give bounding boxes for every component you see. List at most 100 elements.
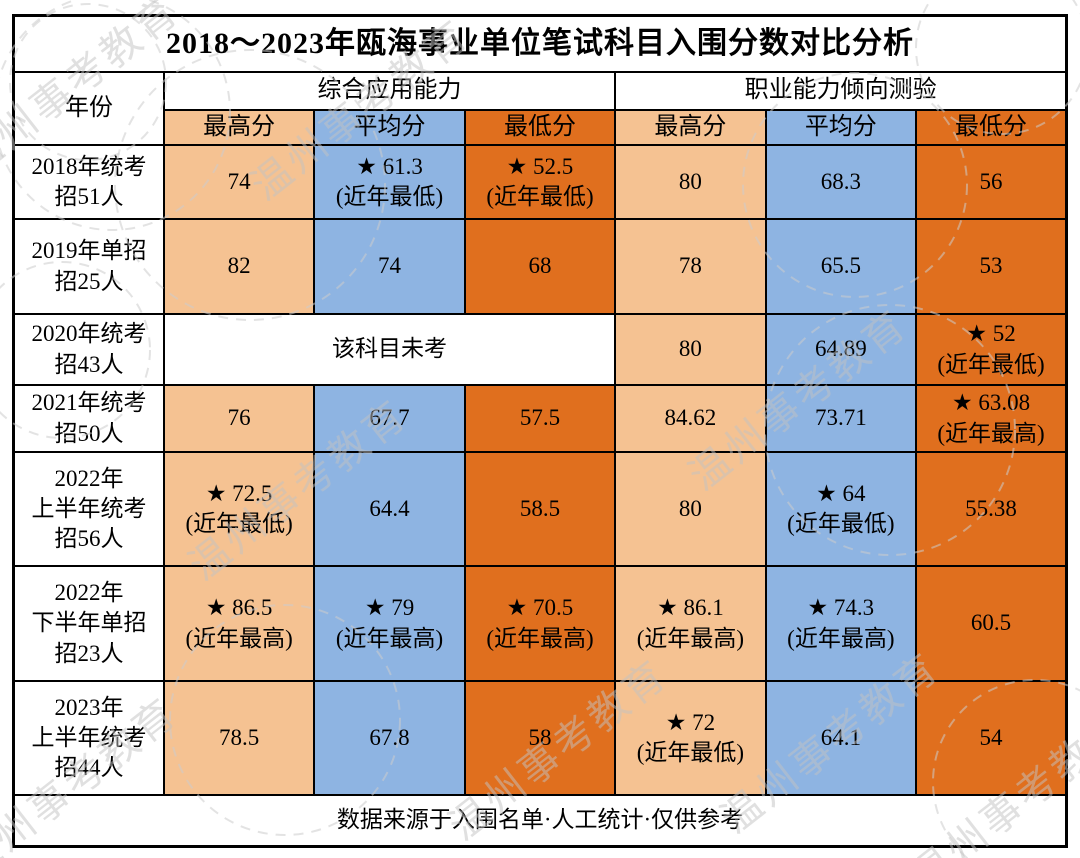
footer-row: 数据来源于入围名单·人工统计·仅供参考 xyxy=(12,794,1068,848)
score-value: 73.71 xyxy=(814,405,867,431)
year-line: 2021年统考 xyxy=(31,390,147,416)
score-cell: 68 xyxy=(463,218,617,316)
score-value: 67.7 xyxy=(369,405,410,431)
year-line: 2019年单招 xyxy=(31,238,147,264)
score-value: 74 xyxy=(378,253,402,279)
group-header-comprehensive: 综合应用能力 xyxy=(162,70,617,111)
score-cell: ★ 52 (近年最低) xyxy=(915,313,1068,387)
score-value: 55.38 xyxy=(965,495,1017,521)
year-cell: 2022年 上半年统考 招56人 xyxy=(12,451,165,568)
score-value: 68.3 xyxy=(820,168,861,194)
score-cell: 74 xyxy=(162,144,316,221)
year-line: 2022年 xyxy=(54,580,124,606)
year-line: 2020年统考 xyxy=(31,321,147,347)
score-value: ★ 72.5 xyxy=(205,480,273,506)
score-value: 65.5 xyxy=(820,253,861,279)
year-cell: 2023年 上半年统考 招44人 xyxy=(12,680,165,797)
score-value: ★ 86.1 xyxy=(657,595,724,621)
year-line: 上半年统考 xyxy=(31,724,147,750)
title-row: 2018～2023年瓯海事业单位笔试科目入围分数对比分析 xyxy=(12,14,1068,73)
score-value: 60.5 xyxy=(970,610,1012,636)
score-cell: 64.4 xyxy=(313,451,466,568)
year-line: 下半年单招 xyxy=(31,610,147,636)
group-header-aptitude: 职业能力倾向测验 xyxy=(614,70,1068,111)
score-value: 74 xyxy=(227,168,251,194)
year-column-header: 年份 xyxy=(12,70,165,147)
subheader-avg-2: 平均分 xyxy=(764,108,918,147)
score-cell: 60.5 xyxy=(915,565,1068,683)
score-cell: 76 xyxy=(162,384,316,454)
score-value: 67.8 xyxy=(369,724,410,750)
score-cell: ★ 72.5 (近年最低) xyxy=(162,451,316,568)
score-cell: 55.38 xyxy=(915,451,1068,568)
score-cell: 58 xyxy=(463,680,617,797)
score-value: ★ 52.5 xyxy=(506,153,574,179)
score-cell: 68.3 xyxy=(764,144,918,221)
year-cell: 2021年统考 招50人 xyxy=(12,384,165,454)
score-cell: 67.7 xyxy=(313,384,466,454)
score-note: (近年最低) xyxy=(185,511,293,537)
year-line: 2022年 xyxy=(54,465,124,491)
score-note: (近年最高) xyxy=(937,420,1045,446)
score-value: 78 xyxy=(678,253,702,279)
year-line: 招44人 xyxy=(54,755,124,781)
header-group-row: 年份 综合应用能力 职业能力倾向测验 xyxy=(12,70,1068,147)
score-value: 80 xyxy=(678,495,702,521)
header-subcolumn-row: 最高分 平均分 最低分 最高分 平均分 最低分 xyxy=(14,108,1068,147)
score-value: 54 xyxy=(979,724,1003,750)
score-cell: ★ 63.08 (近年最高) xyxy=(915,384,1068,454)
score-value: ★ 86.5 xyxy=(205,595,273,621)
score-cell: 56 xyxy=(915,144,1068,221)
score-note: (近年最高) xyxy=(486,625,594,651)
score-value: ★ 74.3 xyxy=(807,595,875,621)
score-value: 64.1 xyxy=(820,724,861,750)
score-value: ★ 52 xyxy=(966,321,1016,347)
year-cell: 2019年单招 招25人 xyxy=(12,218,165,316)
score-cell: 58.5 xyxy=(463,451,617,568)
score-value: 80 xyxy=(678,168,702,194)
score-value: ★ 63.08 xyxy=(951,390,1031,416)
score-cell: 64.1 xyxy=(764,680,918,797)
score-value: ★ 79 xyxy=(364,595,415,621)
table-row-2021: 2021年统考 招50人 76 67.7 57.5 84.62 73.71 ★ … xyxy=(12,384,1068,454)
score-value: ★ 70.5 xyxy=(506,595,574,621)
score-cell: 84.62 xyxy=(614,384,767,454)
score-note: (近年最高) xyxy=(787,625,895,651)
score-value: 84.62 xyxy=(664,405,717,431)
score-note: (近年最低) xyxy=(787,511,895,537)
table-row-2022-h2: 2022年 下半年单招 招23人 ★ 86.5 (近年最高) ★ 79 (近年最高)… xyxy=(12,565,1068,683)
year-cell: 2022年 下半年单招 招23人 xyxy=(12,565,165,683)
table-row-2019: 2019年单招 招25人 82 74 68 78 65.5 53 xyxy=(12,218,1068,316)
score-cell: 80 xyxy=(614,144,767,221)
score-comparison-table: 2018～2023年瓯海事业单位笔试科目入围分数对比分析 年份 综合应用能力 职… xyxy=(12,14,1068,848)
subheader-avg-1: 平均分 xyxy=(313,108,466,147)
year-line: 2018年统考 xyxy=(31,153,147,179)
year-cell: 2018年统考 招51人 xyxy=(12,144,165,221)
score-cell: ★ 86.5 (近年最高) xyxy=(162,565,316,683)
score-cell: ★ 70.5 (近年最高) xyxy=(463,565,617,683)
table-row-2023: 2023年 上半年统考 招44人 78.5 67.8 58 ★ 72 (近年最低)… xyxy=(12,680,1068,797)
year-line: 招43人 xyxy=(54,351,124,377)
score-value: ★ 61.3 xyxy=(356,153,423,179)
score-value: 58 xyxy=(528,724,552,750)
score-note: (近年最低) xyxy=(937,351,1045,377)
year-line: 招25人 xyxy=(54,268,124,294)
score-value: 78.5 xyxy=(219,724,260,750)
year-line: 招56人 xyxy=(54,526,124,552)
year-line: 招23人 xyxy=(54,640,124,666)
score-value: 58.5 xyxy=(519,495,561,521)
score-value: 64.4 xyxy=(369,495,410,521)
subheader-max-2: 最高分 xyxy=(614,108,767,147)
year-line: 上半年统考 xyxy=(31,495,147,521)
score-value: 82 xyxy=(227,253,251,279)
data-source-note: 数据来源于入围名单·人工统计·仅供参考 xyxy=(12,794,1068,848)
score-cell: 78 xyxy=(614,218,767,316)
score-cell: ★ 72 (近年最低) xyxy=(614,680,767,797)
score-cell: 80 xyxy=(614,451,767,568)
score-note: (近年最高) xyxy=(185,625,293,651)
score-cell: ★ 52.5 (近年最低) xyxy=(463,144,617,221)
score-cell: ★ 86.1 (近年最高) xyxy=(614,565,767,683)
score-note: (近年最低) xyxy=(335,184,444,210)
page-title: 2018～2023年瓯海事业单位笔试科目入围分数对比分析 xyxy=(12,14,1068,73)
score-cell: ★ 61.3 (近年最低) xyxy=(313,144,466,221)
